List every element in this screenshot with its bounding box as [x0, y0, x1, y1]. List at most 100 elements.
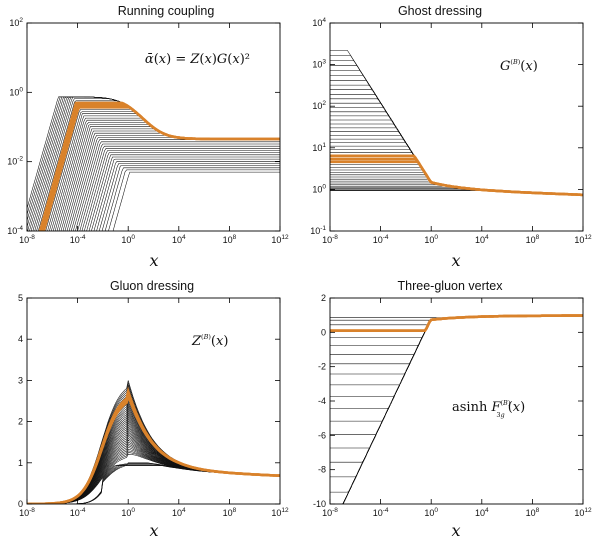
y-tick-label: 5 — [18, 293, 23, 303]
y-tick-label: 2 — [321, 293, 326, 303]
x-tick-label: 10-4 — [373, 507, 389, 518]
y-tick-label: 4 — [18, 334, 23, 344]
family-curve — [27, 453, 280, 504]
plot-frame — [26, 22, 281, 232]
family-curve — [112, 171, 280, 231]
x-tick-label: 104 — [172, 507, 186, 518]
y-tick-label: 100 — [312, 183, 326, 194]
family-curve — [34, 96, 280, 231]
family-curve — [330, 315, 583, 355]
family-curve — [27, 463, 280, 504]
y-tick-label: 103 — [312, 59, 326, 70]
family-curve — [330, 98, 583, 196]
panel-annotation: ᾱ(x) = Z(x)G(x)² — [145, 52, 250, 67]
y-tick-label: 100 — [9, 86, 23, 97]
y-tick-label: -2 — [318, 362, 326, 372]
family-curve — [75, 141, 280, 231]
y-tick-label: 104 — [312, 17, 326, 28]
curve-family — [27, 96, 280, 231]
family-curve — [342, 315, 583, 504]
family-curve — [342, 315, 583, 504]
family-curve — [330, 94, 583, 196]
family-curve — [342, 315, 583, 504]
panel-title: Ghost dressing — [398, 4, 482, 18]
x-axis-label: x — [149, 521, 158, 540]
y-tick-label: 10-4 — [7, 225, 23, 236]
family-curve — [27, 462, 280, 504]
family-curve — [342, 315, 583, 504]
family-curve — [330, 315, 583, 365]
family-curve — [27, 465, 280, 504]
y-tick-label: 10-1 — [310, 225, 326, 236]
panel-annotation: asinh F(B) 3g (x) — [452, 399, 525, 419]
x-tick-label: 104 — [172, 234, 186, 245]
family-curve — [70, 137, 280, 231]
x-tick-label: 10-4 — [373, 234, 389, 245]
panel-annotation: Z(B)(x) — [191, 333, 228, 349]
family-curve — [79, 145, 280, 231]
family-curve — [330, 55, 583, 196]
family-curve — [342, 315, 583, 504]
plot-frame — [329, 297, 584, 505]
family-curve — [342, 315, 583, 504]
y-tick-label: 0 — [18, 499, 23, 509]
axis-ticks: 10-8 10-4 100 104 108 1012 2 0 -2 -4 -6 -8 -10 — [313, 293, 592, 518]
panel-title: Gluon dressing — [110, 279, 194, 293]
y-tick-label: 101 — [312, 142, 326, 153]
family-curve — [342, 315, 583, 504]
y-tick-label: 10-2 — [7, 156, 23, 167]
family-curve — [330, 315, 583, 449]
family-curve — [342, 315, 583, 504]
family-curve — [342, 315, 583, 504]
highlighted-curve — [38, 101, 280, 231]
family-curve — [342, 315, 583, 504]
family-curve — [101, 165, 280, 231]
curve-family — [330, 50, 583, 197]
family-curve — [330, 131, 583, 196]
family-curve — [342, 315, 583, 504]
panel-running-coupling: Running coupling 10-8 10-4 100 104 108 101210… — [7, 4, 289, 270]
family-curve — [104, 167, 280, 231]
curve-family — [330, 314, 583, 504]
family-curve — [342, 315, 583, 504]
x-tick-label: 10-4 — [70, 234, 86, 245]
family-curve — [86, 152, 280, 231]
y-tick-label: 3 — [18, 375, 23, 385]
panel-gluon-dressing: Gluon dressing 10-8 10-4 100 104 108 1012 0 1 2 3… — [18, 279, 289, 540]
x-axis-label: x — [149, 251, 158, 270]
family-curve — [342, 315, 583, 504]
family-curve — [342, 315, 583, 504]
highlighted-curve — [330, 154, 583, 197]
y-tick-label: 102 — [9, 17, 23, 28]
family-curve — [342, 315, 583, 504]
family-curve — [93, 158, 280, 231]
panel-ghost-dressing: Ghost dressing 10-8 10-4 100 104 108 1012 10-1… — [310, 4, 592, 270]
x-tick-label: 108 — [526, 234, 540, 245]
y-tick-label: -8 — [318, 465, 326, 475]
curve-family — [27, 380, 280, 504]
family-curve — [108, 169, 280, 231]
family-curve — [96, 161, 280, 231]
plot-frame — [329, 22, 584, 232]
family-curve — [91, 156, 280, 231]
x-tick-label: 1012 — [271, 507, 289, 518]
x-axis-label: x — [451, 251, 460, 270]
x-tick-label: 10-8 — [322, 234, 338, 245]
x-tick-label: 104 — [475, 507, 489, 518]
family-curve — [330, 80, 583, 196]
family-curve — [81, 148, 280, 231]
axis-ticks: 10-8 10-4 100 104 108 1012 10-1 100 101 102 103 104 — [310, 17, 592, 245]
family-curve — [330, 84, 583, 196]
highlighted-curve — [330, 314, 583, 332]
panel-title: Running coupling — [118, 4, 215, 18]
family-curve — [330, 315, 583, 435]
family-curve — [88, 154, 280, 231]
x-tick-label: 10-8 — [19, 507, 35, 518]
x-tick-label: 104 — [475, 234, 489, 245]
x-tick-label: 108 — [526, 507, 540, 518]
family-curve — [330, 172, 583, 196]
family-curve — [342, 315, 583, 504]
family-curve — [330, 50, 583, 196]
